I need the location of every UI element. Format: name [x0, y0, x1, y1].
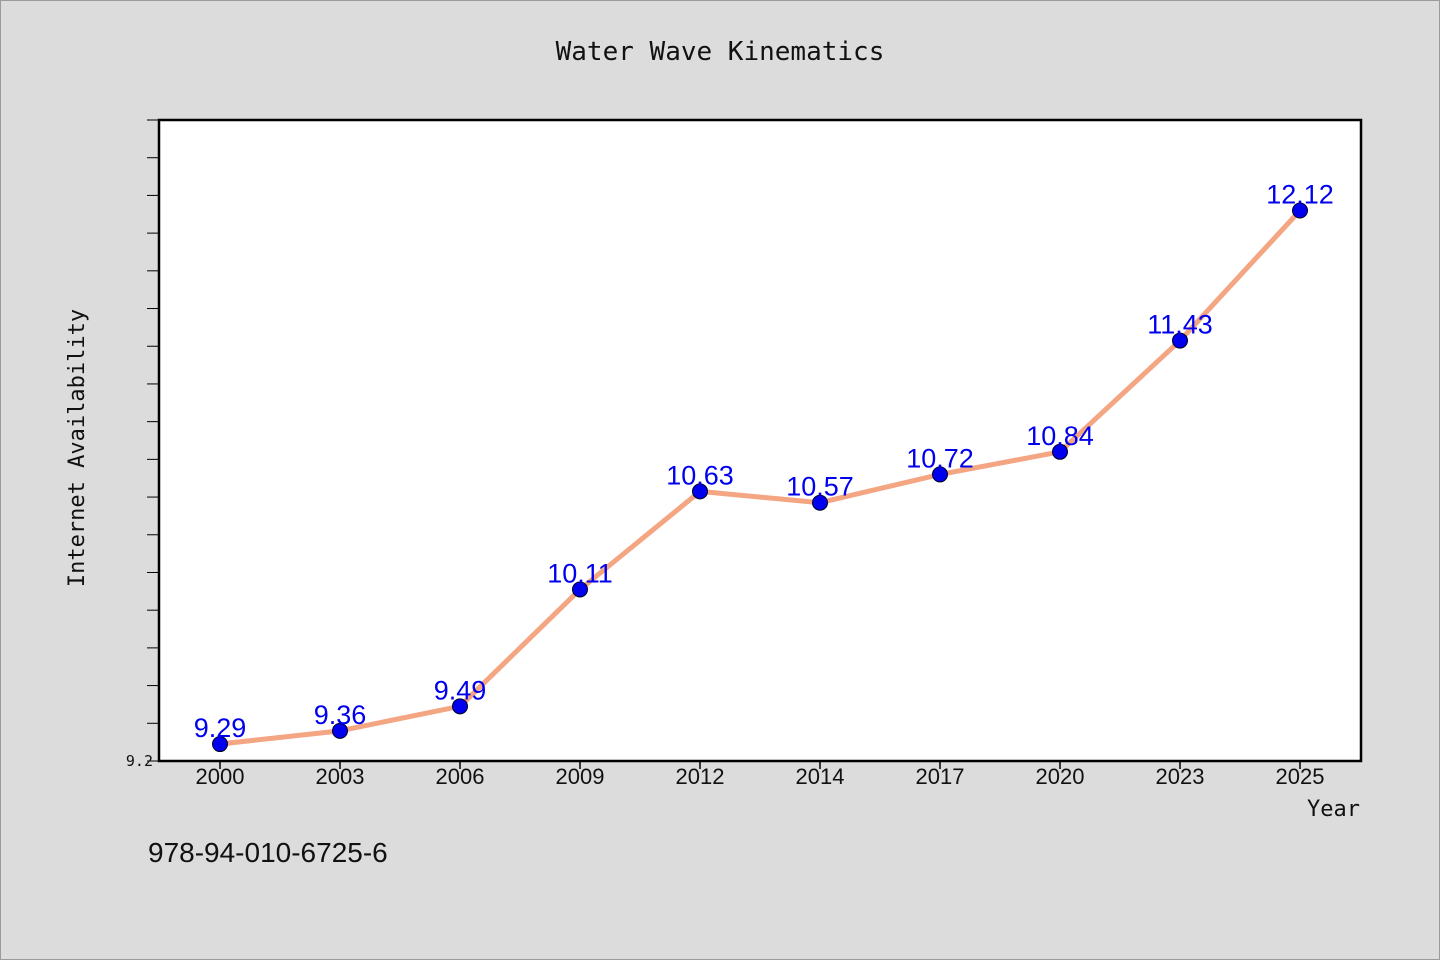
data-point [1172, 332, 1188, 349]
data-label: 9.29 [194, 713, 247, 743]
data-point [1052, 443, 1068, 460]
data-point [212, 736, 228, 753]
data-labels: 9.29 9.36 9.49 10.11 10.63 10.57 10.72 10.84 11.… [194, 179, 1334, 743]
data-point [932, 466, 948, 483]
data-label: 11.43 [1147, 310, 1213, 340]
x-tick-label: 2020 [1036, 764, 1085, 789]
data-point [452, 698, 468, 715]
data-point [812, 494, 828, 511]
plot-area [157, 118, 1363, 763]
data-point [1292, 202, 1308, 219]
x-axis-label: Year [1307, 797, 1360, 822]
data-point [332, 722, 348, 739]
data-label: 10.63 [666, 460, 734, 490]
data-label: 10.11 [547, 558, 613, 588]
y-tick-label: 9.2 [126, 752, 153, 770]
data-label: 9.36 [314, 700, 367, 730]
data-point [572, 581, 588, 598]
data-label: 10.72 [906, 443, 974, 473]
data-label: 10.84 [1026, 421, 1094, 451]
x-tick-label: 2012 [676, 764, 725, 789]
chart-title: Water Wave Kinematics [556, 37, 885, 67]
x-tick-label: 2023 [1156, 764, 1205, 789]
x-tick-label: 2017 [916, 764, 965, 789]
data-label: 9.49 [434, 675, 487, 705]
y-axis-label: Internet Availability [65, 309, 90, 587]
data-label: 12.12 [1266, 179, 1334, 209]
x-tick-label: 2006 [436, 764, 485, 789]
series-line [219, 208, 1302, 747]
x-tick-label: 2025 [1276, 764, 1325, 789]
x-tick-label: 2009 [556, 764, 605, 789]
series-line-group [219, 208, 1302, 747]
x-tick-label: 2014 [796, 764, 845, 789]
y-axis-ticks: 9.2 [126, 119, 159, 770]
x-tick-label: 2000 [196, 764, 245, 789]
data-point [692, 483, 708, 500]
x-tick-label: 2003 [316, 764, 365, 789]
series-markers [212, 202, 1308, 753]
footer-isbn: 978-94-010-6725-6 [148, 837, 388, 868]
data-label: 10.57 [786, 472, 854, 502]
x-axis-ticks: 2000 2003 2006 2009 2012 2014 2017 2020 2023 2025 [196, 761, 1325, 789]
